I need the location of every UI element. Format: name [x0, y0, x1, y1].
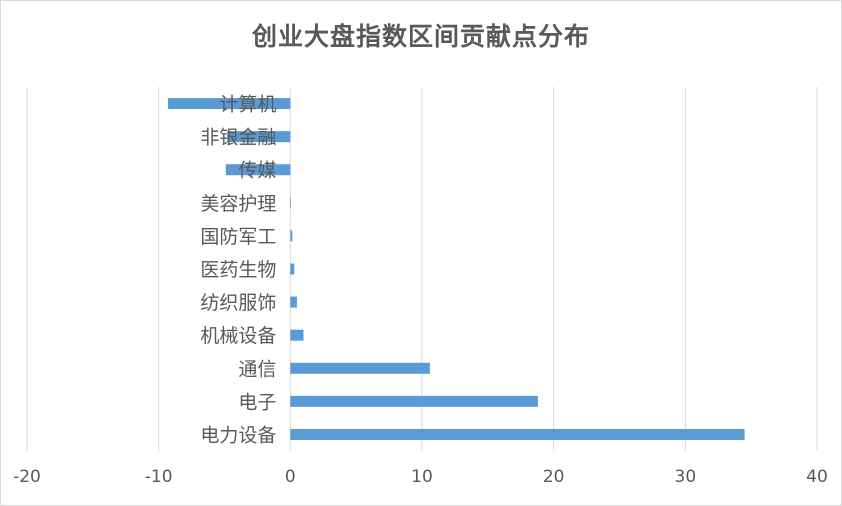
x-tick-label: 40 — [806, 467, 828, 487]
x-tick-label: 10 — [411, 467, 433, 487]
category-label: 传媒 — [238, 160, 276, 182]
category-label: 医药生物 — [200, 259, 276, 281]
x-tick-label: 0 — [285, 467, 296, 487]
category-label: 机械设备 — [200, 325, 276, 347]
bar — [290, 428, 745, 440]
chart-title: 创业大盘指数区间贡献点分布 — [251, 22, 590, 51]
bars — [167, 98, 745, 440]
category-label: 电子 — [238, 391, 276, 413]
bar — [290, 197, 291, 209]
x-tick-label: -20 — [13, 467, 41, 487]
bar — [290, 230, 293, 242]
x-axis-ticks: -20 -10 0 10 20 30 40 — [13, 467, 828, 487]
category-label: 纺织服饰 — [200, 292, 276, 314]
bar — [290, 329, 304, 341]
bar — [225, 164, 291, 176]
bar — [167, 98, 291, 110]
category-label: 电力设备 — [200, 424, 276, 446]
category-label: 美容护理 — [200, 193, 276, 215]
category-label: 非银金融 — [200, 127, 276, 149]
x-tick-label: -10 — [145, 467, 173, 487]
x-tick-label: 30 — [675, 467, 697, 487]
bar — [290, 263, 295, 275]
category-label: 国防军工 — [200, 226, 276, 248]
bar — [227, 131, 291, 143]
bar — [290, 395, 538, 407]
category-label: 通信 — [238, 358, 276, 380]
category-label: 计算机 — [219, 94, 276, 116]
x-tick-label: 20 — [543, 467, 565, 487]
bar — [290, 362, 430, 374]
bar — [290, 296, 297, 308]
